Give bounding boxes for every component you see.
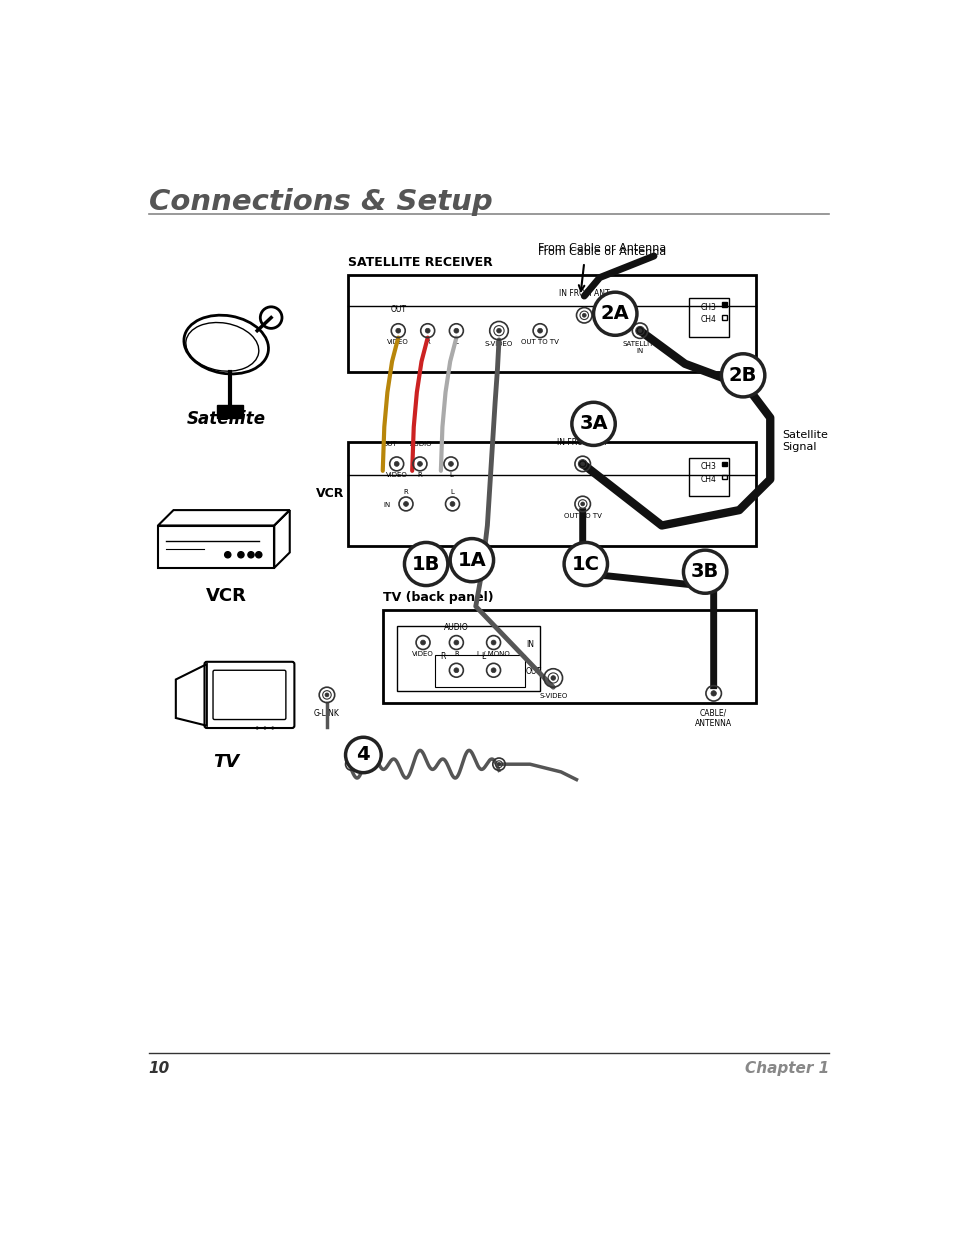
Circle shape [497, 763, 500, 766]
Text: OUT: OUT [525, 667, 541, 677]
Text: CH3: CH3 [700, 462, 716, 472]
Circle shape [580, 501, 584, 506]
FancyBboxPatch shape [721, 462, 726, 466]
Circle shape [593, 293, 637, 336]
Circle shape [237, 552, 244, 558]
Text: CH4: CH4 [700, 315, 716, 325]
Text: 1C: 1C [571, 555, 599, 573]
Text: 2B: 2B [728, 366, 757, 385]
Text: OUT TO TV: OUT TO TV [520, 340, 558, 345]
Circle shape [394, 462, 398, 467]
Circle shape [537, 329, 542, 333]
Text: AUDIO: AUDIO [443, 622, 468, 631]
Text: CH3: CH3 [700, 303, 716, 312]
Text: VIDEO: VIDEO [412, 651, 434, 657]
Text: G-LINK: G-LINK [314, 709, 339, 718]
Text: IN: IN [383, 503, 390, 509]
Text: L: L [449, 472, 453, 478]
Circle shape [325, 693, 329, 697]
Circle shape [638, 329, 641, 332]
Text: L: L [450, 489, 454, 495]
Circle shape [550, 676, 555, 680]
Text: 1A: 1A [457, 551, 486, 569]
FancyBboxPatch shape [216, 405, 243, 419]
Circle shape [404, 542, 447, 585]
Text: VCR: VCR [315, 488, 344, 500]
Text: R: R [403, 489, 408, 495]
Circle shape [255, 552, 261, 558]
Text: OUT: OUT [383, 441, 397, 447]
Text: 4: 4 [356, 746, 370, 764]
Text: IN FROM ANT: IN FROM ANT [557, 438, 607, 447]
Circle shape [420, 640, 425, 645]
Circle shape [563, 542, 607, 585]
Text: L / MONO: L / MONO [476, 651, 510, 657]
Circle shape [403, 501, 408, 506]
Text: R: R [440, 652, 445, 661]
Text: TV (back panel): TV (back panel) [382, 592, 493, 604]
Text: VIDEO: VIDEO [385, 472, 407, 478]
Text: VCR: VCR [206, 587, 247, 605]
Circle shape [248, 552, 253, 558]
Text: IN: IN [525, 640, 534, 648]
Text: IN FROM ANT: IN FROM ANT [558, 289, 609, 299]
Text: Satellite
Signal: Satellite Signal [781, 430, 827, 452]
Text: SATELLITE
IN: SATELLITE IN [621, 341, 658, 354]
Text: TV: TV [213, 752, 239, 771]
Circle shape [497, 329, 500, 333]
Circle shape [417, 462, 422, 467]
Circle shape [450, 501, 455, 506]
Text: CABLE/
ANTENNA: CABLE/ ANTENNA [695, 709, 732, 729]
Circle shape [571, 403, 615, 446]
Text: S-VIDEO: S-VIDEO [484, 341, 513, 347]
Text: 10: 10 [149, 1061, 170, 1076]
Circle shape [224, 552, 231, 558]
Circle shape [682, 550, 726, 593]
Text: From Cable or Antenna: From Cable or Antenna [537, 243, 665, 253]
Circle shape [454, 640, 458, 645]
Circle shape [720, 353, 764, 396]
Circle shape [425, 329, 430, 333]
Text: R: R [417, 472, 422, 478]
Text: VIDEO: VIDEO [387, 340, 409, 345]
Circle shape [454, 668, 458, 673]
Circle shape [350, 763, 353, 766]
Text: From Cable or Antenna: From Cable or Antenna [537, 247, 665, 257]
Circle shape [263, 726, 266, 730]
Circle shape [255, 726, 258, 730]
Text: R: R [454, 651, 458, 657]
Circle shape [580, 462, 584, 466]
Circle shape [581, 314, 585, 317]
FancyBboxPatch shape [721, 303, 726, 306]
Circle shape [491, 668, 496, 673]
Text: SATELLITE RECEIVER: SATELLITE RECEIVER [348, 256, 492, 269]
Circle shape [448, 462, 453, 467]
Circle shape [395, 329, 400, 333]
Text: 1B: 1B [412, 555, 440, 573]
Text: OUT TO TV: OUT TO TV [563, 514, 601, 519]
Text: L: L [481, 652, 485, 661]
Circle shape [271, 726, 274, 730]
Text: AUDIO: AUDIO [410, 441, 433, 447]
Text: L: L [454, 340, 457, 345]
Text: OUT: OUT [390, 305, 406, 314]
Text: R: R [425, 340, 430, 345]
Circle shape [450, 538, 493, 582]
Text: Satellite: Satellite [187, 410, 266, 429]
Circle shape [454, 329, 458, 333]
Text: 3A: 3A [578, 415, 607, 433]
Text: 3B: 3B [690, 562, 719, 582]
Text: CH4: CH4 [700, 474, 716, 484]
Circle shape [345, 737, 381, 773]
Circle shape [491, 640, 496, 645]
Text: Chapter 1: Chapter 1 [744, 1061, 828, 1076]
Text: S-VIDEO: S-VIDEO [538, 693, 567, 699]
Circle shape [710, 690, 716, 697]
Text: Connections & Setup: Connections & Setup [149, 188, 492, 216]
Text: 2A: 2A [600, 304, 629, 324]
